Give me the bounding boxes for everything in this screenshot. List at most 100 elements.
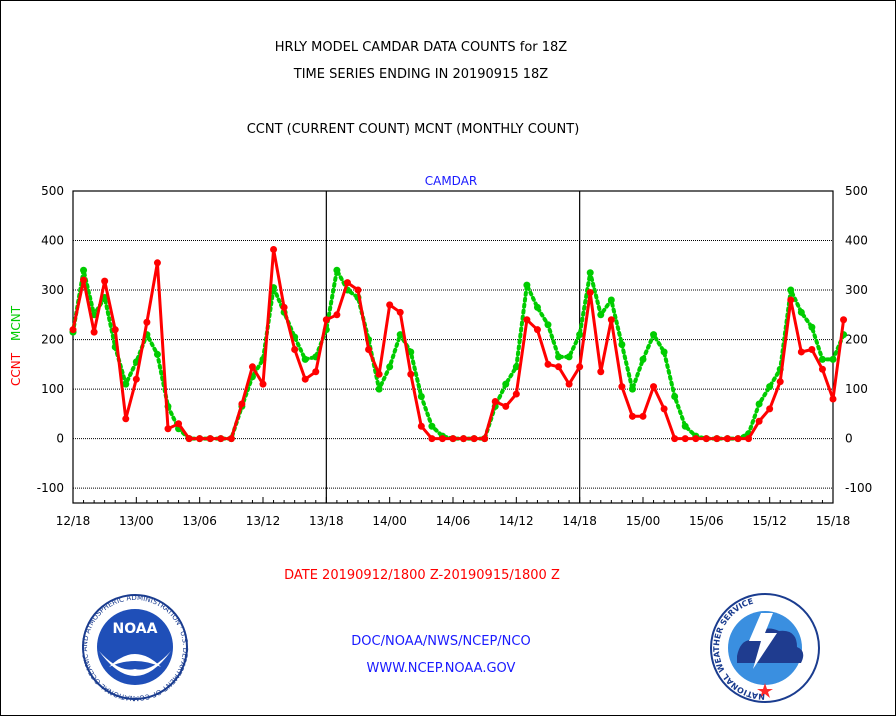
data-point-mcnt — [396, 331, 404, 339]
data-point-ccnt — [745, 435, 753, 443]
data-point-ccnt — [755, 417, 763, 425]
data-point-ccnt — [491, 397, 499, 405]
y-tick-label-left: 300 — [41, 283, 64, 297]
noaa-logo: NOAA NATIONAL OCEANIC AND ATMOSPHERIC AD… — [0, 0, 189, 702]
data-point-mcnt — [671, 393, 679, 401]
data-point-mcnt — [618, 341, 626, 349]
y-tick-label-left: 500 — [41, 184, 64, 198]
data-point-ccnt — [365, 345, 373, 353]
data-point-ccnt — [702, 435, 710, 443]
data-point-ccnt — [734, 435, 742, 443]
data-point-ccnt — [322, 316, 330, 324]
x-tick-label: 15/00 — [626, 514, 661, 528]
data-point-ccnt — [576, 363, 584, 371]
data-point-mcnt — [386, 363, 394, 371]
data-point-ccnt — [628, 412, 636, 420]
data-point-mcnt — [755, 400, 763, 408]
data-point-mcnt — [502, 380, 510, 388]
x-tick-label: 15/06 — [689, 514, 724, 528]
data-point-mcnt — [417, 393, 425, 401]
data-point-ccnt — [470, 435, 478, 443]
data-point-mcnt — [586, 269, 594, 277]
data-point-ccnt — [692, 435, 700, 443]
data-point-ccnt — [808, 345, 816, 353]
x-tick-label: 14/18 — [562, 514, 597, 528]
axis-layer: -100 -100 0 0 100 100 200 200 300 300 400 400 500 500… — [37, 184, 872, 528]
data-point-ccnt — [343, 279, 351, 287]
ylabel-mcnt: MCNT — [9, 305, 23, 341]
svg-text:NATIONAL OCEANIC AND ATMOSPHER: NATIONAL OCEANIC AND ATMOSPHERIC ADMINIS… — [1, 1, 189, 702]
y-tick-label-right: -100 — [845, 481, 872, 495]
data-point-ccnt — [69, 326, 77, 334]
data-point-ccnt — [185, 435, 193, 443]
data-point-ccnt — [428, 435, 436, 443]
data-point-ccnt — [481, 435, 489, 443]
data-point-ccnt — [660, 405, 668, 413]
data-point-ccnt — [259, 380, 267, 388]
ylabel-ccnt: CCNT — [9, 352, 23, 386]
data-point-ccnt — [312, 368, 320, 376]
chart-subtitle: CCNT (CURRENT COUNT) MCNT (MONTHLY COUNT… — [247, 122, 580, 137]
data-point-ccnt — [238, 400, 246, 408]
nws-logo: NATIONAL WEATHER SERVICE — [710, 593, 820, 703]
data-point-mcnt — [512, 363, 520, 371]
data-point-ccnt — [80, 276, 88, 284]
y-tick-label-right: 0 — [845, 432, 853, 446]
x-tick-label: 14/06 — [436, 514, 471, 528]
data-point-ccnt — [818, 365, 826, 373]
data-point-ccnt — [723, 435, 731, 443]
data-point-mcnt — [681, 422, 689, 430]
series-line-ccnt — [71, 247, 846, 441]
data-point-ccnt — [533, 326, 541, 334]
x-tick-label: 13/12 — [246, 514, 281, 528]
data-point-mcnt — [555, 353, 563, 361]
y-tick-label-left: 0 — [56, 432, 64, 446]
data-point-ccnt — [797, 348, 805, 356]
data-point-ccnt — [713, 435, 721, 443]
data-point-ccnt — [776, 378, 784, 386]
data-point-ccnt — [607, 316, 615, 324]
data-point-ccnt — [681, 435, 689, 443]
data-point-ccnt — [122, 415, 130, 423]
data-point-ccnt — [280, 303, 288, 311]
data-point-ccnt — [291, 345, 299, 353]
data-point-ccnt — [671, 435, 679, 443]
data-point-mcnt — [301, 355, 309, 363]
data-point-ccnt — [143, 318, 151, 326]
x-tick-label: 13/18 — [309, 514, 344, 528]
footer-line-1: DOC/NOAA/NWS/NCEP/NCO — [351, 634, 530, 649]
y-tick-label-right: 100 — [845, 382, 868, 396]
y-tick-label-right: 200 — [845, 333, 868, 347]
data-point-ccnt — [512, 390, 520, 398]
data-point-mcnt — [576, 331, 584, 339]
data-point-ccnt — [101, 277, 109, 285]
data-point-ccnt — [766, 405, 774, 413]
data-point-mcnt — [597, 311, 605, 319]
data-point-ccnt — [639, 412, 647, 420]
series-layer — [69, 245, 848, 443]
data-point-mcnt — [628, 385, 636, 393]
series-line-mcnt — [71, 268, 846, 441]
data-point-mcnt — [428, 422, 436, 430]
data-point-ccnt — [787, 296, 795, 304]
data-point-mcnt — [122, 380, 130, 388]
data-point-ccnt — [270, 245, 278, 253]
data-point-mcnt — [797, 308, 805, 316]
data-point-ccnt — [565, 380, 573, 388]
data-point-ccnt — [227, 435, 235, 443]
data-point-mcnt — [375, 385, 383, 393]
x-axis-label: DATE 20190912/1800 Z-20190915/1800 Z — [284, 568, 560, 583]
x-tick-label: 13/06 — [182, 514, 217, 528]
y-tick-label-left: 200 — [41, 333, 64, 347]
data-point-ccnt — [132, 375, 140, 383]
data-point-mcnt — [565, 353, 573, 361]
y-tick-label-right: 400 — [845, 234, 868, 248]
noaa-logo-text: NOAA — [113, 621, 158, 637]
data-point-ccnt — [502, 402, 510, 410]
data-point-ccnt — [449, 435, 457, 443]
data-point-mcnt — [829, 355, 837, 363]
data-point-ccnt — [90, 328, 98, 336]
data-point-ccnt — [460, 435, 468, 443]
